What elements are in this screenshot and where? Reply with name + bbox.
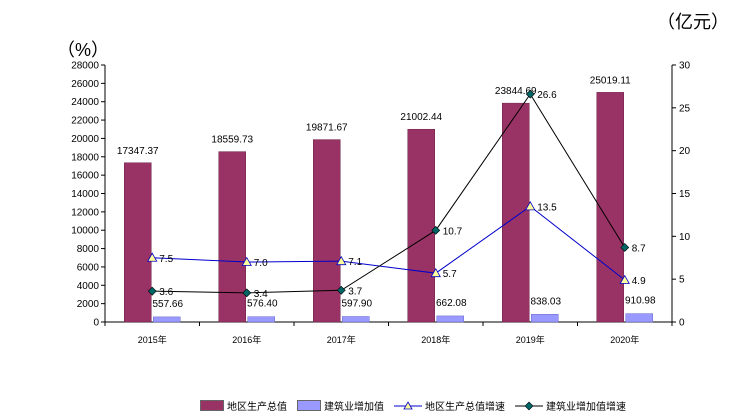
- data-label-gdp-growth: 7.0: [254, 258, 268, 269]
- left-tick-label: 24000: [71, 97, 99, 108]
- bar-construction: [531, 314, 559, 323]
- gdp-growth-marker: [525, 201, 536, 211]
- data-label-gdp-growth: 13.5: [537, 202, 557, 213]
- legend-label-gdp: 地区生产总值: [227, 402, 287, 413]
- construction-growth-marker: [431, 225, 441, 235]
- left-tick-label: 8000: [77, 244, 100, 255]
- data-label-gdp: 17347.37: [117, 146, 159, 157]
- data-label-construction-growth: 3.6: [159, 287, 173, 298]
- data-label-gdp: 18559.73: [211, 135, 253, 146]
- data-label-construction: 838.03: [530, 296, 561, 307]
- data-label-construction-growth: 8.7: [632, 243, 646, 254]
- left-tick-label: 12000: [71, 207, 99, 218]
- legend-item-gdp-growth: 地区生产总值增速: [394, 398, 505, 413]
- right-tick-label: 25: [679, 103, 691, 114]
- legend-triangle-icon: [394, 400, 422, 409]
- right-tick-label: 5: [679, 275, 685, 286]
- bar-construction: [436, 315, 464, 323]
- left-tick-label: 0: [93, 318, 99, 329]
- left-tick-label: 28000: [71, 61, 99, 72]
- left-tick-label: 26000: [71, 79, 99, 90]
- left-tick-label: 14000: [71, 189, 99, 200]
- construction-growth-marker: [242, 288, 252, 298]
- legend-item-construction-growth: 建筑业增加值增速: [515, 398, 626, 413]
- data-label-construction-growth: 3.4: [254, 289, 268, 300]
- data-label-construction-growth: 3.7: [348, 286, 362, 297]
- gdp-growth-marker: [147, 252, 158, 262]
- gdp-growth-marker: [241, 256, 252, 266]
- right-tick-label: 20: [679, 146, 691, 157]
- right-tick-label: 30: [679, 61, 691, 72]
- legend-diamond-icon: [515, 401, 543, 410]
- x-tick-label: 2016年: [232, 334, 261, 345]
- data-label-construction: 662.08: [436, 298, 467, 309]
- data-label-construction-growth: 10.7: [443, 226, 463, 237]
- left-tick-label: 16000: [71, 171, 99, 182]
- bar-gdp: [407, 128, 435, 323]
- right-tick-label: 10: [679, 232, 691, 243]
- x-tick-label: 2018年: [421, 334, 450, 345]
- right-axis-unit: （亿元）: [657, 12, 729, 32]
- left-tick-label: 2000: [77, 299, 100, 310]
- construction-growth-marker: [525, 89, 535, 99]
- left-tick-label: 18000: [71, 152, 99, 163]
- left-tick-label: 4000: [77, 281, 100, 292]
- data-label-gdp: 19871.67: [306, 123, 348, 134]
- data-label-gdp: 23844.69: [495, 86, 537, 97]
- x-tick-label: 2019年: [516, 334, 545, 345]
- left-tick-label: 10000: [71, 226, 99, 237]
- bar-gdp: [218, 151, 246, 323]
- construction-growth-marker: [147, 286, 157, 296]
- data-label-gdp: 21002.44: [400, 112, 442, 123]
- data-label-gdp-growth: 4.9: [632, 276, 646, 287]
- construction-growth-marker: [620, 243, 630, 252]
- data-label-gdp-growth: 7.1: [348, 257, 362, 268]
- legend-swatch-gdp: [200, 400, 224, 411]
- x-tick-label: 2015年: [138, 334, 167, 345]
- data-label-construction: 910.98: [625, 296, 656, 307]
- left-tick-label: 22000: [71, 116, 99, 127]
- legend-swatch-construction: [297, 400, 321, 411]
- data-label-gdp: 25019.11: [590, 75, 631, 86]
- construction-growth-line: [152, 93, 626, 294]
- data-label-construction: 576.40: [247, 299, 278, 310]
- left-tick-label: 20000: [71, 134, 99, 145]
- x-tick-label: 2020年: [610, 334, 639, 345]
- data-label-construction-growth: 26.6: [537, 90, 557, 101]
- data-label-construction: 557.66: [152, 299, 183, 310]
- right-tick-label: 0: [679, 318, 685, 329]
- bar-construction: [247, 316, 275, 323]
- gdp-growth-marker: [619, 274, 630, 284]
- bar-construction: [342, 316, 370, 323]
- data-label-gdp-growth: 7.5: [159, 254, 173, 265]
- gdp-growth-line: [152, 205, 626, 281]
- bar-gdp: [313, 139, 341, 323]
- x-tick-label: 2017年: [327, 334, 356, 345]
- data-label-gdp-growth: 5.7: [443, 269, 457, 280]
- bar-gdp: [596, 92, 624, 323]
- legend-item-gdp: 地区生产总值: [200, 398, 287, 413]
- right-tick-label: 15: [679, 189, 691, 200]
- construction-growth-marker: [336, 285, 346, 295]
- left-tick-label: 6000: [77, 262, 100, 273]
- legend-label-gdp-growth: 地区生产总值增速: [425, 402, 505, 413]
- gdp-growth-marker: [336, 255, 347, 266]
- data-label-construction: 597.90: [341, 299, 372, 310]
- bar-construction: [153, 316, 181, 323]
- legend-label-construction: 建筑业增加值: [324, 402, 384, 413]
- bar-gdp: [124, 162, 152, 323]
- gdp-growth-marker: [430, 267, 441, 278]
- bar-gdp: [502, 102, 530, 323]
- legend-label-construction-growth: 建筑业增加值增速: [546, 402, 626, 413]
- legend-item-construction: 建筑业增加值: [297, 398, 384, 413]
- left-axis-unit: （%）: [57, 40, 110, 60]
- bar-construction: [625, 313, 653, 323]
- legend: 地区生产总值 建筑业增加值 地区生产总值增速 建筑业增加值增速: [200, 398, 636, 413]
